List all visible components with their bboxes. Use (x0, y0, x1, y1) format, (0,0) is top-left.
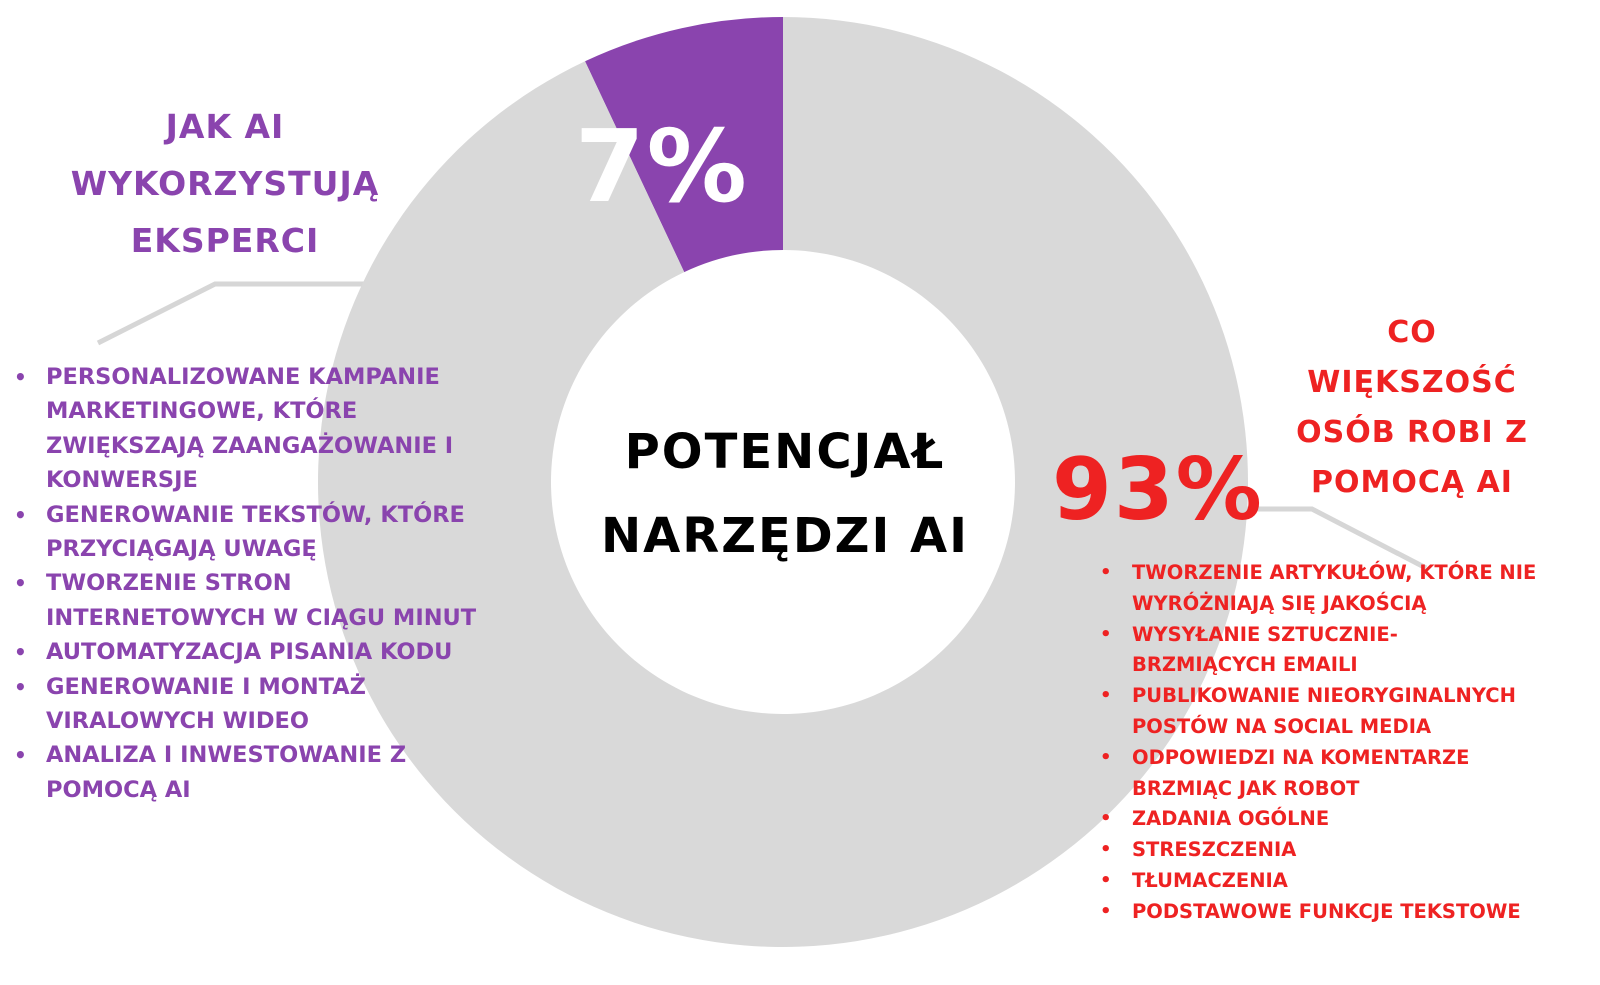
heading-line: OSÓB ROBI Z (1296, 415, 1528, 450)
bullet-icon: • (1100, 746, 1112, 768)
heading-line: POMOCĄ AI (1311, 465, 1513, 500)
list-item-line: BRZMIĄC JAK ROBOT (1132, 776, 1360, 800)
bullet-icon: • (14, 502, 27, 527)
list-item-line: BRZMIĄCYCH EMAILI (1132, 653, 1358, 677)
bullet-icon: • (1100, 808, 1112, 830)
list-item-line: PUBLIKOWANIE NIEORYGINALNYCH (1132, 684, 1516, 708)
bullet-icon: • (1100, 623, 1112, 645)
donut-slices (318, 17, 1249, 948)
list-item-line: GENEROWANIE TEKSTÓW, KTÓRE (46, 501, 465, 528)
list-item-line: ZADANIA OGÓLNE (1132, 807, 1330, 831)
majority-list: • TWORZENIE ARTYKUŁÓW, KTÓRE NIE WYRÓŻNIAJ… (1100, 558, 1536, 928)
bullet-icon: • (14, 571, 27, 596)
list-item: • ODPOWIEDZI NA KOMENTARZE BRZMIĄC JAK ROB… (1100, 743, 1536, 805)
list-item-line: TWORZENIE STRON (46, 570, 292, 597)
list-item-line: MARKETINGOWE, KTÓRE (46, 398, 358, 425)
bullet-icon: • (14, 674, 27, 699)
heading-line: JAK AI (165, 107, 285, 146)
donut-slice-93-percent (318, 17, 1249, 948)
bullet-icon: • (1100, 685, 1112, 707)
list-item: • STRESZCZENIA (1100, 835, 1536, 866)
list-item-line: INTERNETOWYCH W CIĄGU MINUT (46, 604, 477, 631)
bullet-icon: • (1100, 869, 1112, 891)
list-item-line: WYSYŁANIE SZTUCZNIE- (1132, 622, 1398, 646)
heading-line: EKSPERCI (130, 221, 320, 260)
list-item-line: KONWERSJE (46, 467, 198, 494)
heading-line: WIĘKSZOŚĆ (1307, 365, 1517, 400)
leader-line-left (96, 281, 368, 346)
heading-experts: JAK AI WYKORZYSTUJĄ EKSPERCI (45, 98, 405, 269)
list-item-line: AUTOMATYZACJA PISANIA KODU (46, 639, 453, 666)
list-item: • TŁUMACZENIA (1100, 866, 1536, 897)
list-item-line: PERSONALIZOWANE KAMPANIE (46, 364, 440, 390)
list-item: • TWORZENIE ARTYKUŁÓW, KTÓRE NIE WYRÓŻNIAJ… (1100, 558, 1536, 620)
center-title-line: NARZĘDZI AI (600, 508, 970, 564)
list-item: • GENEROWANIE TEKSTÓW, KTÓRE PRZYCIĄGAJĄ U… (14, 498, 476, 567)
list-item: • AUTOMATYZACJA PISANIA KODU (14, 635, 476, 669)
list-item-line: TWORZENIE ARTYKUŁÓW, KTÓRE NIE (1132, 561, 1537, 584)
list-item: • WYSYŁANIE SZTUCZNIE- BRZMIĄCYCH EMAILI (1100, 620, 1536, 682)
list-item-line: VIRALOWYCH WIDEO (46, 708, 310, 735)
bullet-icon: • (14, 640, 27, 665)
center-title: POTENCJAŁ NARZĘDZI AI (560, 410, 1010, 578)
slice-label-93-percent: 93% (1052, 440, 1264, 540)
list-item-line: GENEROWANIE I MONTAŻ (46, 673, 366, 700)
heading-line: WYKORZYSTUJĄ (70, 164, 380, 203)
list-item-line: ANALIZA I INWESTOWANIE Z (46, 742, 407, 769)
list-item: • PUBLIKOWANIE NIEORYGINALNYCH POSTÓW NA S… (1100, 681, 1536, 743)
donut-slice-7-percent (585, 17, 783, 273)
list-item-line: POMOCĄ AI (46, 776, 191, 803)
list-item: • ZADANIA OGÓLNE (1100, 804, 1536, 835)
list-item-line: TŁUMACZENIA (1132, 868, 1288, 892)
list-item-line: WYRÓŻNIAJĄ SIĘ JAKOŚCIĄ (1132, 591, 1427, 615)
list-item: • GENEROWANIE I MONTAŻ VIRALOWYCH WIDEO (14, 670, 476, 739)
list-item-line: ODPOWIEDZI NA KOMENTARZE (1132, 745, 1470, 769)
list-item-line: ZWIĘKSZAJĄ ZAANGAŻOWANIE I (46, 432, 454, 459)
center-title-line: POTENCJAŁ (624, 424, 946, 480)
heading-line: CO (1387, 315, 1437, 350)
list-item-line: PRZYCIĄGAJĄ UWAGĘ (46, 536, 317, 563)
bullet-icon: • (1100, 900, 1112, 922)
bullet-icon: • (1100, 839, 1112, 861)
list-item-line: STRESZCZENIA (1132, 838, 1297, 862)
heading-majority: CO WIĘKSZOŚĆ OSÓB ROBI Z POMOCĄ AI (1262, 308, 1562, 508)
list-item-line: PODSTAWOWE FUNKCJE TEKSTOWE (1132, 899, 1521, 923)
list-item: • TWORZENIE STRON INTERNETOWYCH W CIĄGU MI… (14, 566, 476, 635)
bullet-icon: • (14, 365, 27, 389)
bullet-icon: • (14, 743, 27, 768)
leader-line-right (1228, 506, 1428, 571)
slice-label-7-percent: 7% (575, 108, 749, 225)
list-item: • PODSTAWOWE FUNKCJE TEKSTOWE (1100, 897, 1536, 928)
list-item-line: POSTÓW NA SOCIAL MEDIA (1132, 714, 1432, 738)
list-item: • ANALIZA I INWESTOWANIE Z POMOCĄ AI (14, 738, 476, 807)
bullet-icon: • (1100, 562, 1112, 583)
list-item: • PERSONALIZOWANE KAMPANIE MARKETINGOWE, K… (14, 360, 476, 498)
experts-list: • PERSONALIZOWANE KAMPANIE MARKETINGOWE, K… (14, 360, 476, 807)
